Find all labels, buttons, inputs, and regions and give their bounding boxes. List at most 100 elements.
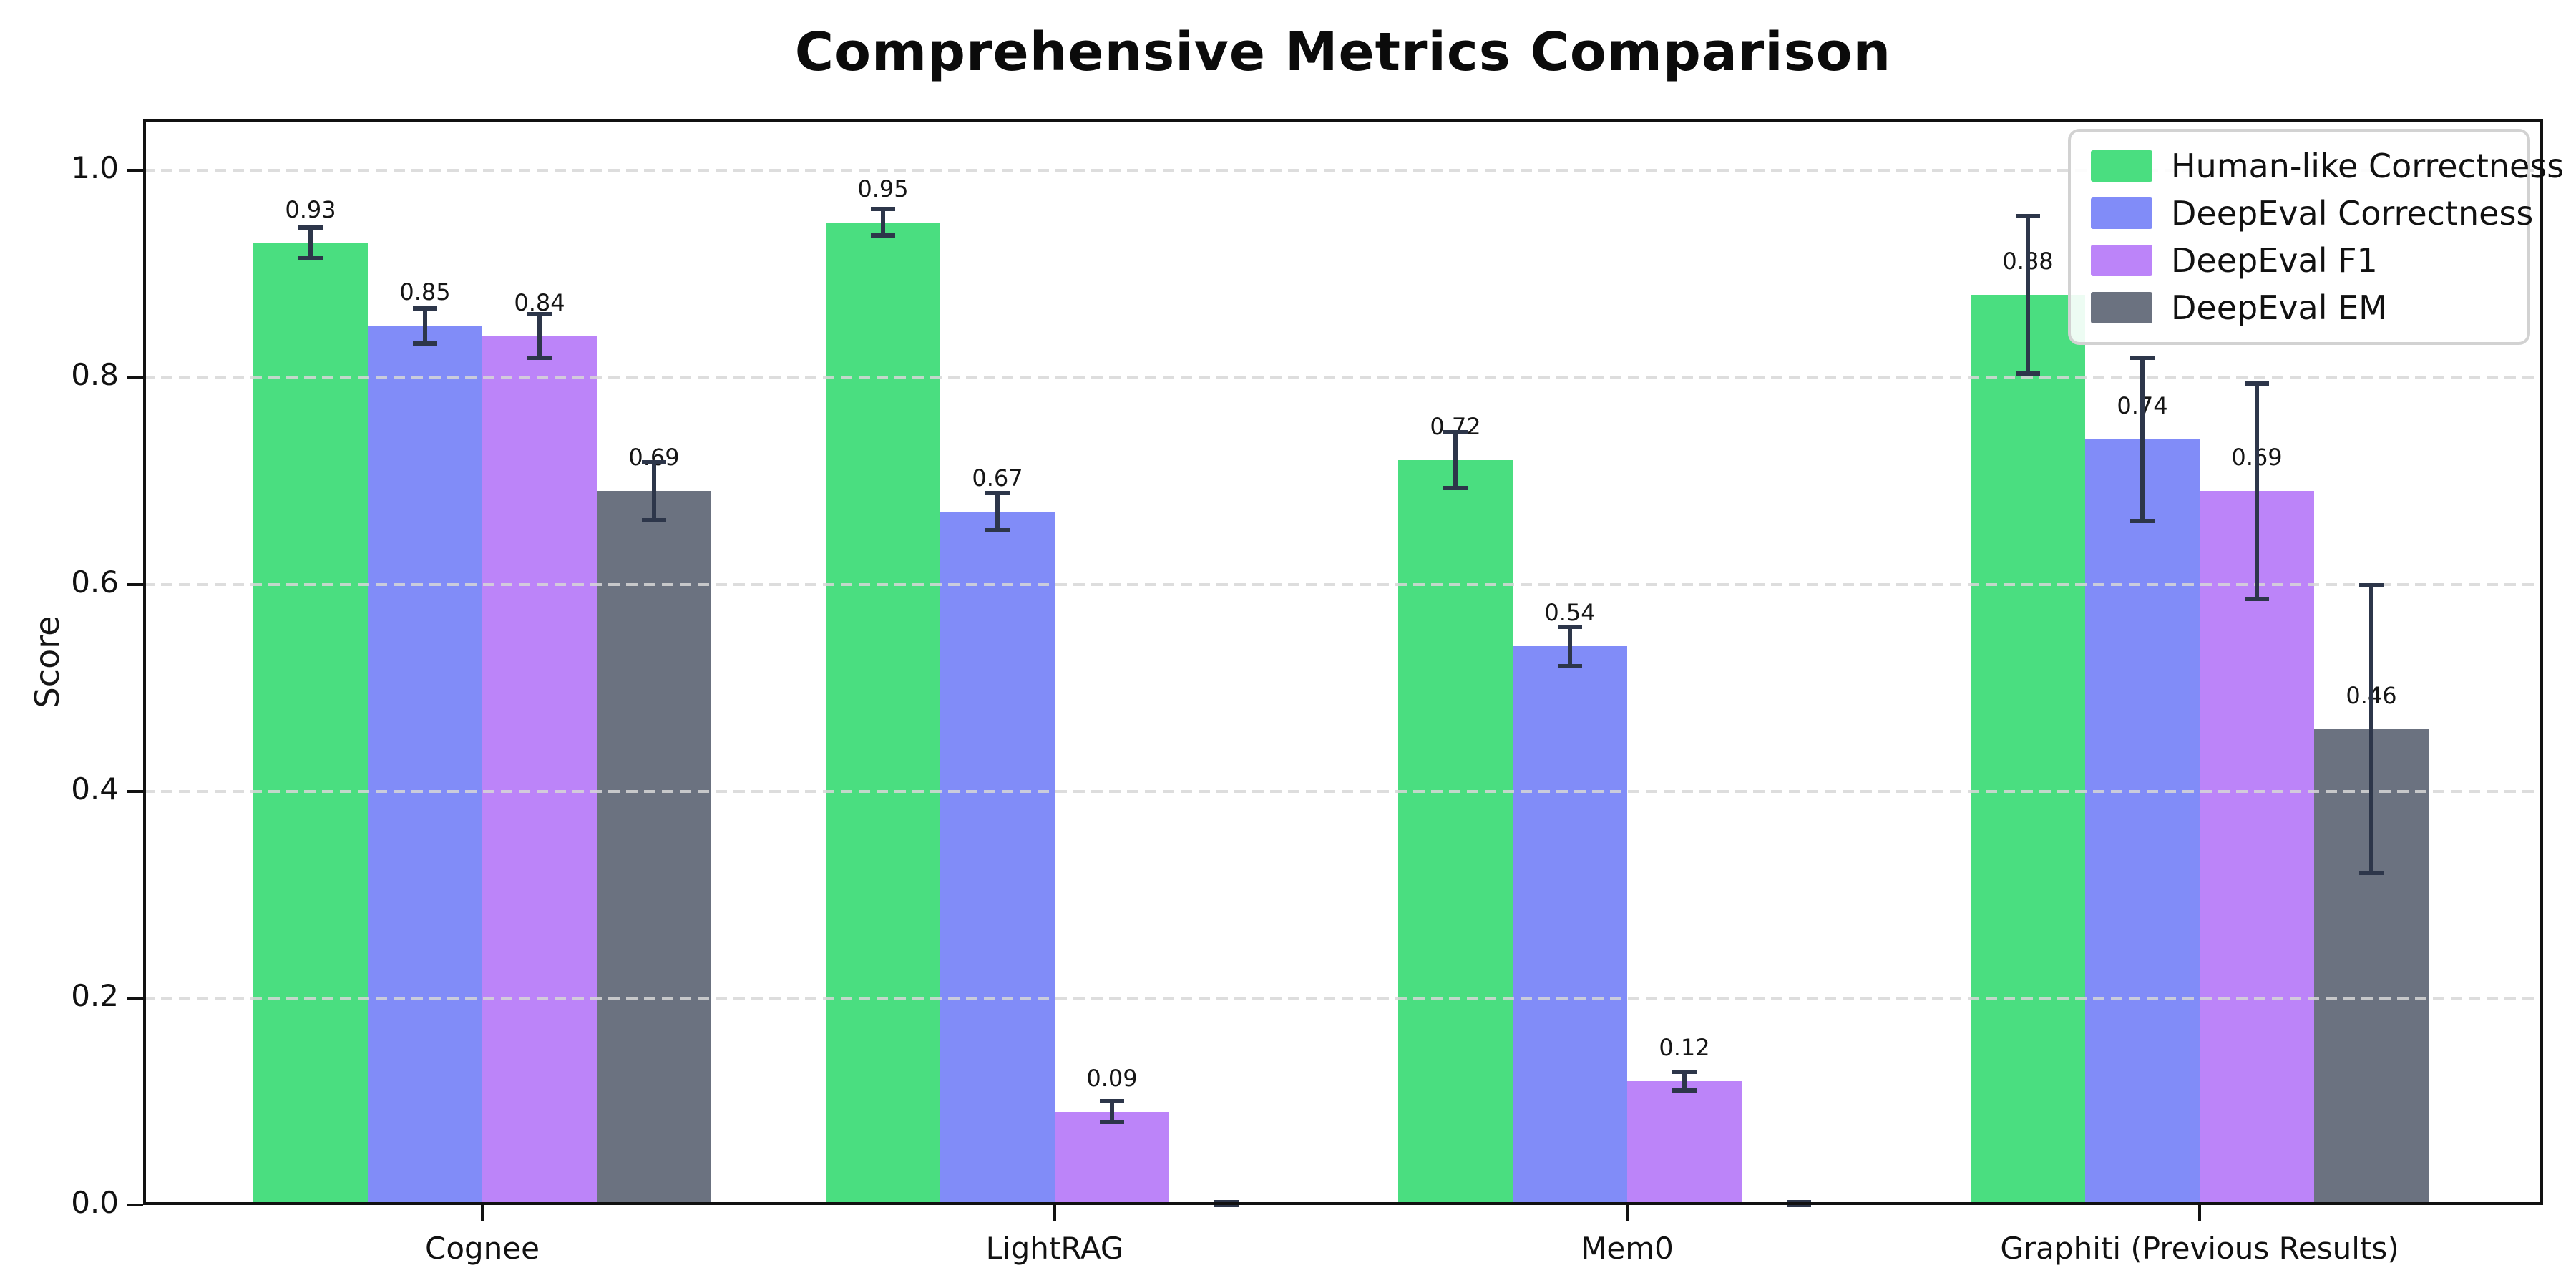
error-bar-cap (871, 233, 895, 238)
error-bar (881, 208, 885, 236)
y-tick-label: 0.4 (71, 771, 119, 806)
error-bar-cap (527, 312, 552, 317)
error-bar-cap (1558, 624, 1582, 629)
error-bar (2026, 215, 2030, 374)
bar (940, 512, 1055, 1205)
bar-value-label: 0.93 (285, 195, 336, 223)
error-bar-cap (985, 528, 1010, 533)
legend-item: DeepEval F1 (2091, 240, 2507, 280)
bar (1971, 294, 2085, 1205)
bar (1513, 646, 1627, 1205)
error-bar (652, 462, 656, 520)
x-axis-tick (1053, 1205, 1056, 1221)
error-bar-cap (1558, 663, 1582, 668)
gridline (143, 996, 2543, 1000)
chart-title: Comprehensive Metrics Comparison (794, 21, 1892, 83)
error-bar (1682, 1071, 1687, 1091)
error-bar (1453, 432, 1458, 489)
bar (253, 243, 368, 1205)
y-tick-label: 0.0 (71, 1185, 119, 1220)
gridline (143, 376, 2543, 379)
error-bar-cap (1787, 1199, 1811, 1204)
y-axis-label: Score (28, 615, 67, 708)
error-bar-cap (1100, 1099, 1124, 1104)
bar-value-label: 0.85 (399, 278, 451, 306)
bar (597, 491, 711, 1205)
plot-area: 0.930.950.720.880.850.670.540.740.840.09… (143, 119, 2543, 1207)
bar (368, 326, 482, 1205)
x-axis-tick (481, 1205, 484, 1221)
bar-value-label: 0.54 (1544, 599, 1596, 627)
error-bar-cap (2245, 596, 2269, 601)
error-bar-cap (298, 225, 323, 230)
error-bar-cap (2016, 371, 2040, 376)
legend-swatch (2091, 197, 2152, 229)
error-bar (308, 227, 313, 259)
x-axis-tick (2198, 1205, 2201, 1221)
y-tick-label: 0.2 (71, 977, 119, 1013)
error-bar (2140, 357, 2145, 522)
bar-value-label: 0.12 (1659, 1033, 1710, 1061)
y-axis-tick (127, 789, 143, 793)
error-bar-cap (985, 491, 1010, 496)
x-axis-tick (1626, 1205, 1629, 1221)
error-bar-cap (2245, 381, 2269, 386)
error-bar-cap (2016, 213, 2040, 218)
x-tick-label: Graphiti (Previous Results) (2000, 1231, 2399, 1266)
error-bar-cap (2130, 355, 2155, 360)
gridline (143, 169, 2543, 172)
x-tick-label: Cognee (425, 1231, 540, 1266)
gridline (143, 582, 2543, 586)
error-bar (537, 314, 542, 358)
axes-spines (143, 119, 2543, 1205)
y-tick-label: 0.8 (71, 357, 119, 393)
error-bar-cap (2359, 870, 2384, 875)
bar (1055, 1111, 1169, 1205)
error-bar-cap (642, 517, 666, 522)
error-bar-cap (2130, 519, 2155, 524)
y-axis-tick (127, 582, 143, 586)
gridline (143, 789, 2543, 793)
legend-swatch (2091, 150, 2152, 182)
error-bar-cap (871, 206, 895, 211)
error-bar (995, 493, 1000, 531)
legend-label: DeepEval F1 (2171, 241, 2378, 280)
x-tick-label: Mem0 (1581, 1231, 1674, 1266)
error-bar-cap (527, 355, 552, 360)
error-bar (423, 308, 427, 343)
error-bar-cap (298, 256, 323, 261)
error-bar-cap (413, 306, 437, 311)
legend-swatch (2091, 292, 2152, 323)
error-bar-cap (1214, 1203, 1239, 1207)
error-bar (1110, 1101, 1114, 1123)
bar (2200, 491, 2314, 1205)
error-bar (2255, 384, 2259, 599)
legend-item: DeepEval Correctness (2091, 193, 2533, 233)
bar-value-label: 0.09 (1086, 1064, 1138, 1092)
error-bar-cap (1100, 1120, 1124, 1125)
x-tick-label: LightRAG (985, 1231, 1124, 1266)
error-bar-cap (2359, 583, 2384, 588)
error-bar-cap (1443, 430, 1468, 435)
error-bar-cap (642, 459, 666, 464)
bar (482, 336, 597, 1205)
y-axis-tick (127, 169, 143, 172)
y-axis-tick (127, 996, 143, 1000)
legend-swatch (2091, 245, 2152, 276)
legend: Human-like Correctness DeepEval Correctne… (2068, 129, 2564, 345)
error-bar-cap (1214, 1199, 1239, 1204)
error-bar (2369, 585, 2373, 873)
legend-item: Human-like Correctness (2091, 146, 2564, 186)
error-bar (1568, 626, 1572, 666)
legend-label: Human-like Correctness (2171, 147, 2565, 185)
bar-value-label: 0.84 (514, 288, 565, 316)
bar (826, 222, 940, 1205)
error-bar-cap (1672, 1088, 1697, 1093)
legend-label: DeepEval Correctness (2171, 194, 2534, 233)
bar-value-label: 0.67 (972, 464, 1023, 492)
bar-value-label: 0.95 (857, 175, 909, 203)
bar (2085, 439, 2200, 1205)
y-tick-label: 0.6 (71, 564, 119, 600)
y-tick-label: 1.0 (71, 150, 119, 186)
